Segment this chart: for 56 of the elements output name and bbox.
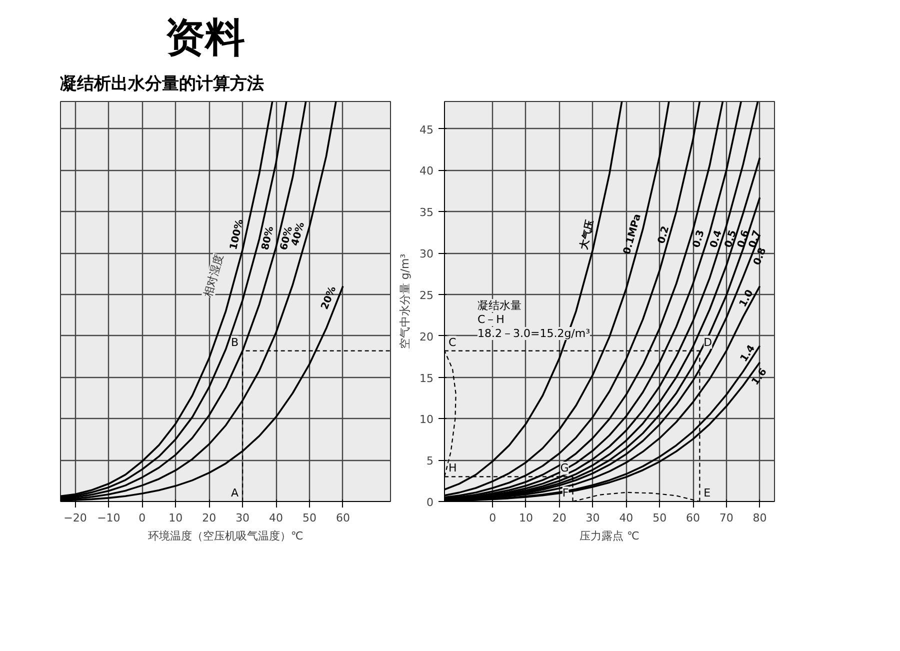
chart-subtitle: 凝结析出水分量的计算方法 <box>60 73 264 96</box>
x-tick-label: 70 <box>719 512 734 525</box>
x-tick-label: 30 <box>586 512 600 525</box>
x-tick-label: 50 <box>652 512 667 525</box>
x-axis-title: 压力露点 ℃ <box>580 530 640 543</box>
x-tick-label: 10 <box>168 512 183 525</box>
x-tick-label: 20 <box>202 512 216 525</box>
y-tick-label: 40 <box>420 165 434 178</box>
text: 1.6 <box>750 367 770 388</box>
annotation: 18.2－3.0=15.2g/m³ <box>478 327 590 340</box>
y-tick-label: 5 <box>426 455 434 468</box>
x-axis-title: 环境温度（空压机吸气温度）℃ <box>148 530 304 543</box>
annotation: B <box>231 336 239 350</box>
annotation: A <box>231 486 240 500</box>
y-tick-label: 45 <box>420 124 434 137</box>
text: 0.4 <box>708 229 724 250</box>
text: 100% <box>228 218 246 252</box>
y-tick-label: 15 <box>420 372 434 386</box>
x-tick-label: 80 <box>752 512 767 525</box>
chart-title: 资料 <box>165 14 245 63</box>
text: 1.0 <box>738 288 756 310</box>
annotation: C <box>448 336 456 350</box>
x-tick-label: 30 <box>236 512 250 525</box>
x-tick-label: 0 <box>138 512 146 525</box>
text: 20% <box>320 285 339 312</box>
text: 0.3 <box>691 229 707 250</box>
x-tick-label: 40 <box>619 512 634 525</box>
y-tick-label: 10 <box>420 414 434 427</box>
annotation: G <box>560 462 569 476</box>
text: 0.2 <box>656 225 672 246</box>
annotation: 凝结水量 <box>478 299 522 312</box>
y-tick-label: 25 <box>420 289 434 302</box>
annotation: F <box>562 486 569 500</box>
x-tick-label: 60 <box>686 512 700 525</box>
y-tick-label: 30 <box>420 248 434 261</box>
text: 0.8 <box>752 246 769 268</box>
x-tick-label: 40 <box>269 512 284 525</box>
annotation: D <box>704 336 712 350</box>
y-tick-label: 0 <box>426 496 434 510</box>
x-tick-label: −10 <box>97 512 120 525</box>
annotation: C－H <box>478 313 504 326</box>
x-tick-label: 0 <box>489 512 496 525</box>
text: 80% <box>260 226 276 252</box>
y-tick-label: 35 <box>420 206 434 220</box>
x-tick-label: −20 <box>64 512 87 525</box>
x-tick-label: 10 <box>519 512 533 525</box>
x-tick-label: 20 <box>552 512 566 525</box>
y-axis-title: 空气中水分量 g/m³ <box>398 254 412 350</box>
text: 1.4 <box>738 344 758 365</box>
legend-title: 相对湿度 <box>202 253 226 300</box>
x-tick-label: 60 <box>336 512 350 525</box>
y-tick-label: 20 <box>420 330 434 344</box>
x-tick-label: 50 <box>302 512 317 525</box>
annotation: E <box>704 486 711 500</box>
text: 大气压 <box>578 219 596 252</box>
annotation: H <box>448 462 457 476</box>
